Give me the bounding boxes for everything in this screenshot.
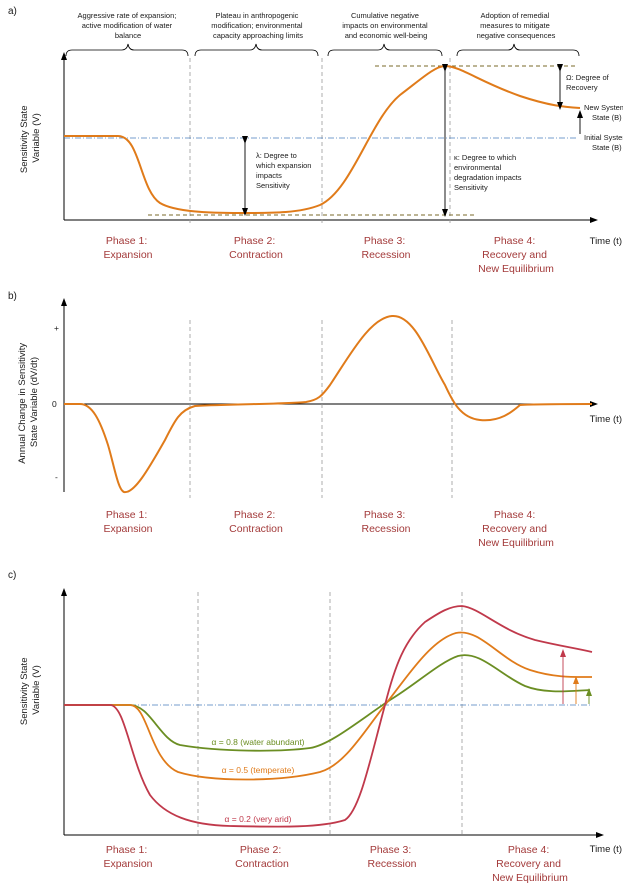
curve-alpha-0-8	[64, 654, 591, 752]
phase-3-label: Phase 3: Recession	[361, 509, 410, 535]
omega-annotation: Ω: Degree of Recovery	[566, 73, 611, 92]
phase-1-label: Phase 1: Expansion	[103, 509, 152, 535]
phase-dividers	[189, 58, 451, 225]
phase-3-label: Phase 3: Recession	[367, 844, 416, 870]
panel-c: c) Time (t) Sensitivity State Variable (…	[8, 570, 622, 884]
sensitivity-curve	[64, 64, 581, 215]
label-alpha-0-8: α = 0.8 (water abundant)	[211, 737, 304, 747]
label-alpha-0-2: α = 0.2 (very arid)	[224, 814, 291, 824]
curve-alpha-0-5	[64, 631, 593, 781]
lambda-annotation: λ: Degree to which expansion impacts Sen…	[255, 151, 314, 190]
new-state-label: New System State (B)	[584, 103, 623, 122]
phase-4-label: Phase 4: Recovery and New Equilibrium	[478, 509, 554, 549]
brace-phase-1	[65, 43, 189, 57]
x-axis-label: Time (t)	[590, 236, 622, 247]
phase-2-label: Phase 2: Contraction	[229, 509, 283, 535]
phase-3-label: Phase 3: Recession	[361, 235, 410, 261]
curve-alpha-0-2	[64, 605, 593, 828]
phase-labels: Phase 1: Expansion Phase 2: Contraction …	[103, 509, 554, 549]
y-axis-label: Sensitivity State Variable (V)	[19, 655, 42, 725]
panel-a-label: a)	[8, 6, 17, 17]
phase-2-label: Phase 2: Contraction	[229, 235, 283, 261]
header-phase-3: Cumulative negative impacts on environme…	[342, 11, 430, 40]
brace-phase-2	[194, 43, 319, 57]
phase-dividers	[189, 320, 453, 498]
tick-minus: -	[55, 472, 58, 482]
phase-labels: Phase 1: Expansion Phase 2: Contraction …	[103, 844, 568, 884]
panel-b: b) Time (t) Annual Change in Sensitivity…	[8, 291, 622, 549]
x-axis-label: Time (t)	[590, 414, 622, 425]
header-phase-4: Adoption of remedial measures to mitigat…	[477, 11, 556, 40]
tick-plus: +	[54, 323, 59, 333]
label-alpha-0-5: α = 0.5 (temperate)	[222, 765, 295, 775]
phase-dividers	[197, 592, 463, 835]
phase-1-label: Phase 1: Expansion	[103, 844, 152, 870]
y-axis-label: Annual Change in Sensitivity State Varia…	[17, 340, 40, 464]
brace-phase-3	[327, 43, 443, 57]
initial-state-label: Initial System State (B)	[584, 133, 623, 152]
phase-headers: Aggressive rate of expansion; active mod…	[78, 11, 556, 40]
panel-c-label: c)	[8, 570, 16, 581]
phase-4-label: Phase 4: Recovery and New Equilibrium	[478, 235, 554, 275]
y-axis-label: Sensitivity State Variable (V)	[19, 103, 42, 173]
header-phase-1: Aggressive rate of expansion; active mod…	[78, 11, 179, 40]
brace-phase-4	[456, 43, 580, 57]
kappa-annotation: κ: Degree to which environmental degrada…	[454, 153, 524, 192]
x-axis-label: Time (t)	[590, 844, 622, 855]
tick-zero: 0	[52, 399, 57, 409]
header-braces	[65, 43, 580, 57]
phase-2-label: Phase 2: Contraction	[235, 844, 289, 870]
header-phase-2: Plateau in anthropogenic modification; e…	[211, 11, 304, 40]
panel-b-label: b)	[8, 291, 17, 302]
phase-1-label: Phase 1: Expansion	[103, 235, 152, 261]
rate-of-change-curve	[64, 314, 593, 494]
panel-a: a) Aggressive rate of expansion; active …	[8, 6, 623, 275]
phase-labels: Phase 1: Expansion Phase 2: Contraction …	[103, 235, 554, 275]
phase-4-label: Phase 4: Recovery and New Equilibrium	[492, 844, 568, 884]
